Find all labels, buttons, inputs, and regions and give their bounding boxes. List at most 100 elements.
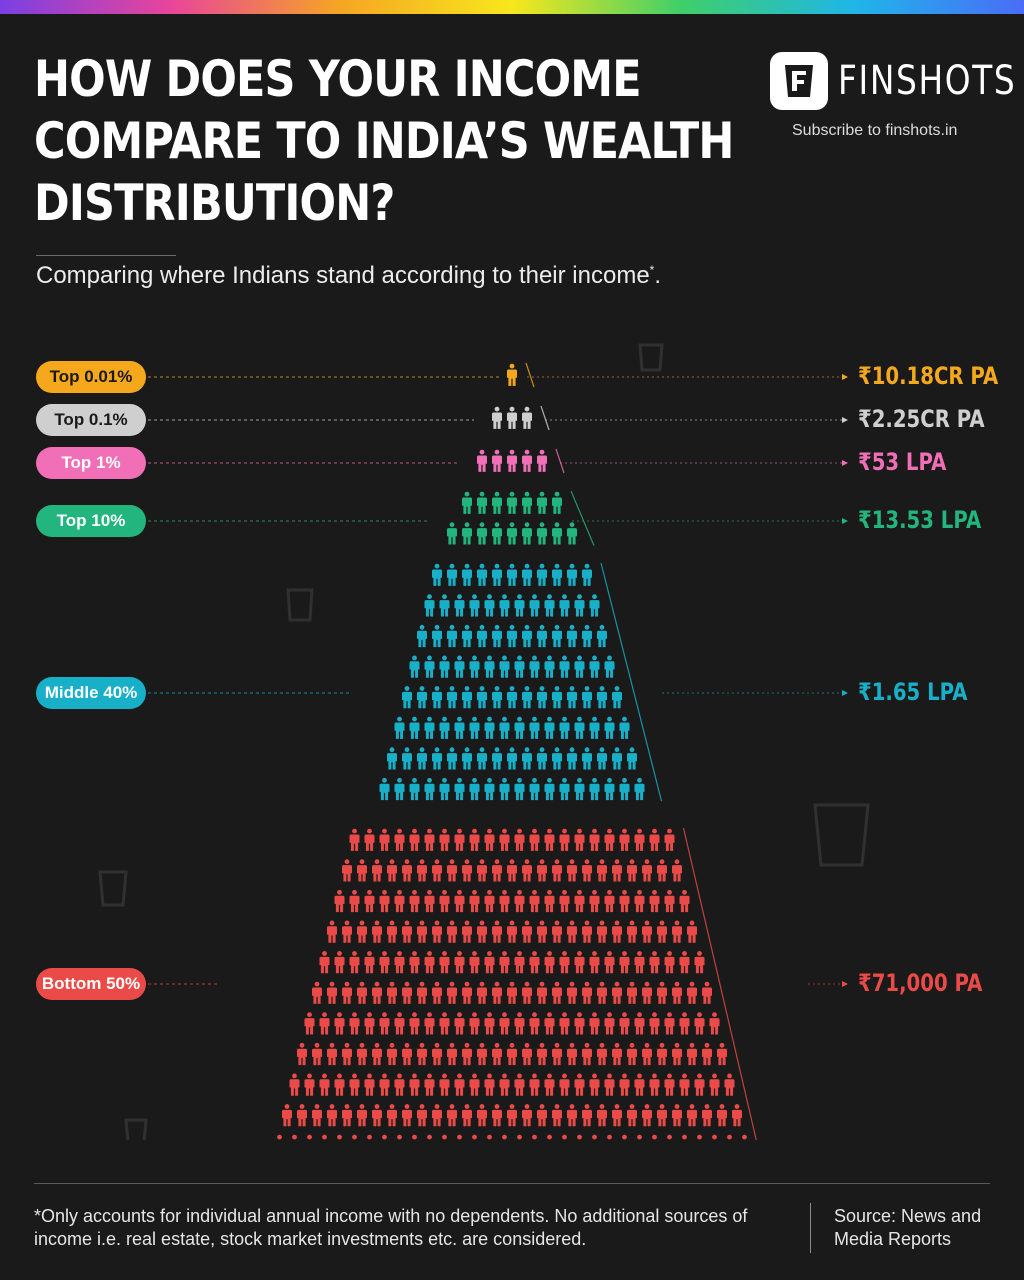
person-icon (462, 563, 472, 586)
person-icon (507, 920, 517, 943)
person-icon (409, 828, 420, 851)
person-icon (432, 1042, 442, 1066)
person-icon (447, 1104, 457, 1127)
person-icon (529, 1012, 540, 1035)
person-icon (544, 1073, 555, 1096)
person-icon (522, 624, 532, 648)
person-icon (537, 686, 547, 709)
person-icon (619, 889, 630, 913)
person-icon (619, 716, 630, 739)
tier-group (492, 406, 532, 429)
person-icon (312, 1104, 322, 1127)
title-line-1: HOW DOES YOUR INCOME (34, 50, 642, 108)
person-icon (634, 951, 645, 974)
person-icon (357, 1104, 367, 1127)
person-icon (657, 920, 667, 943)
person-icon (334, 1073, 345, 1096)
person-icon (582, 747, 592, 770)
person-icon (492, 624, 502, 648)
person-icon (432, 624, 442, 648)
person-icon (529, 777, 540, 801)
person-icon (364, 1134, 375, 1140)
person-icon (469, 594, 480, 617)
title-line-2: COMPARE TO INDIA’S WEALTH (34, 112, 734, 170)
person-icon (477, 1104, 487, 1127)
person-icon (289, 1073, 300, 1096)
person-icon (447, 981, 457, 1004)
person-icon (544, 716, 555, 739)
person-icon (559, 1134, 570, 1140)
person-icon (409, 889, 420, 913)
person-icon (679, 1012, 690, 1035)
person-icon (627, 747, 637, 770)
person-icon (379, 1134, 390, 1140)
person-icon (619, 1012, 630, 1035)
person-icon (604, 1134, 615, 1140)
person-icon (559, 1073, 570, 1096)
person-icon (672, 1104, 682, 1127)
person-icon (319, 1012, 330, 1035)
person-icon (522, 491, 532, 514)
person-icon (454, 1012, 465, 1035)
person-icon (424, 1134, 435, 1140)
person-icon (454, 889, 465, 913)
person-icon (574, 951, 585, 974)
person-icon (492, 406, 502, 429)
person-icon (612, 981, 622, 1004)
person-icon (619, 1073, 630, 1096)
person-icon (537, 491, 547, 514)
person-icon (544, 828, 555, 851)
person-icon (417, 920, 427, 943)
person-icon (417, 1104, 427, 1127)
title-divider (36, 255, 176, 256)
person-icon (402, 920, 412, 943)
person-icon (649, 951, 660, 974)
person-icon (522, 747, 532, 770)
person-icon (454, 594, 465, 617)
person-icon (679, 1134, 690, 1140)
person-icon (522, 522, 532, 545)
person-icon (454, 777, 465, 801)
person-icon (409, 951, 420, 974)
person-icon (529, 1134, 540, 1140)
person-icon (439, 777, 450, 801)
tier-edge-line (600, 562, 663, 802)
person-icon (499, 1073, 510, 1096)
tier-edge-line (682, 827, 757, 1140)
person-icon (597, 981, 607, 1004)
person-icon (424, 889, 435, 913)
person-icon (379, 1012, 390, 1035)
person-icon (477, 981, 487, 1004)
person-icon (574, 828, 585, 851)
person-icon (492, 449, 502, 472)
tier-value-label: ₹53 LPA (858, 448, 947, 476)
person-icon (582, 859, 592, 882)
tier-edge-line (555, 448, 565, 474)
person-icon (424, 1073, 435, 1096)
person-icon (514, 1134, 525, 1140)
person-icon (364, 1012, 375, 1035)
person-icon (694, 951, 705, 974)
tier-group (447, 491, 577, 545)
person-icon (589, 1134, 600, 1140)
person-icon (537, 1042, 547, 1066)
person-icon (672, 920, 682, 943)
person-icon (492, 686, 502, 709)
person-icon (372, 1104, 382, 1127)
person-icon (664, 1073, 675, 1096)
person-icon (544, 655, 555, 678)
person-icon (477, 747, 487, 770)
title-line-3: DISTRIBUTION? (34, 174, 395, 232)
person-icon (462, 624, 472, 648)
person-icon (597, 747, 607, 770)
footer-separator (810, 1203, 811, 1253)
person-icon (559, 655, 570, 678)
person-icon (604, 1073, 615, 1096)
person-icon (604, 716, 615, 739)
person-icon (424, 716, 435, 739)
person-icon (612, 1042, 622, 1066)
person-icon (499, 951, 510, 974)
person-icon (634, 828, 645, 851)
person-icon (499, 594, 510, 617)
finshots-logo-icon (770, 52, 828, 110)
